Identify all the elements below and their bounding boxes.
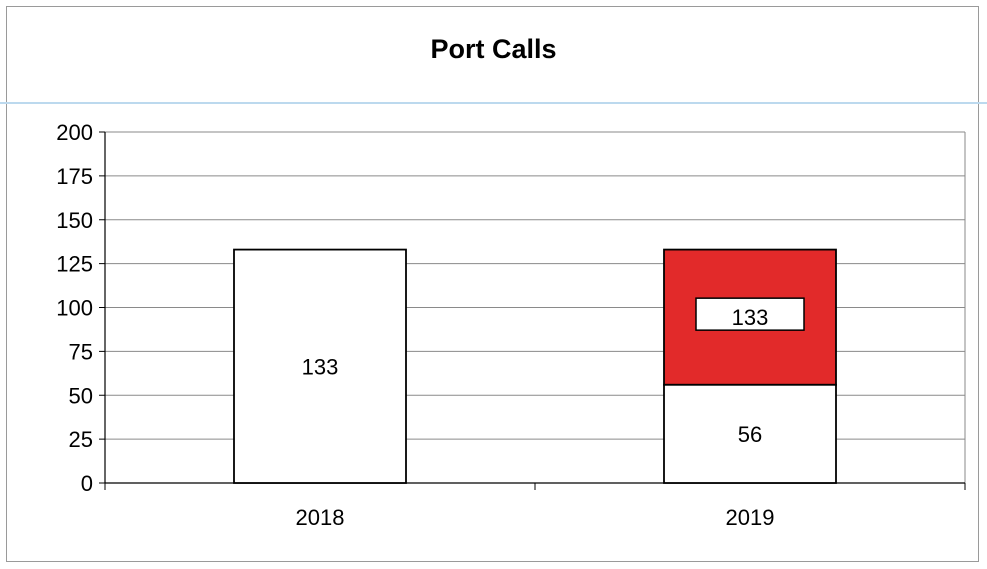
y-tick-label: 175 (56, 164, 93, 189)
data-label-box (695, 297, 805, 331)
y-tick-label: 25 (69, 427, 93, 452)
y-tick-label: 0 (81, 471, 93, 496)
bar-2018-segment-1 (233, 248, 407, 484)
y-tick-label: 150 (56, 208, 93, 233)
chart-title: Port Calls (430, 34, 557, 64)
data-label: 133 (732, 305, 769, 330)
data-label: 56 (738, 422, 762, 447)
x-tick-label: 2019 (726, 505, 775, 530)
y-tick-label: 200 (56, 120, 93, 145)
data-label: 133 (302, 354, 339, 379)
y-tick-label: 125 (56, 252, 93, 277)
y-tick-label: 75 (69, 339, 93, 364)
y-tick-label: 50 (69, 383, 93, 408)
y-tick-label: 100 (56, 296, 93, 321)
scan-line (0, 102, 987, 104)
x-tick-label: 2018 (296, 505, 345, 530)
